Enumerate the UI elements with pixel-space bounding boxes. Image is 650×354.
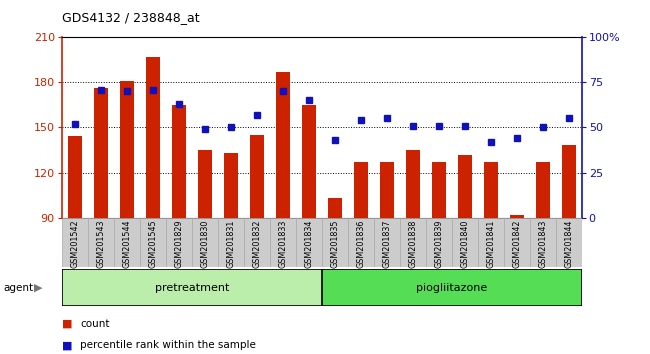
Bar	[348, 218, 374, 267]
Bar	[172, 105, 186, 353]
Bar	[120, 81, 134, 353]
Bar	[432, 162, 446, 353]
Bar	[166, 218, 192, 267]
Text: agent: agent	[3, 282, 33, 293]
Bar	[374, 218, 400, 267]
Text: GSM201841: GSM201841	[486, 220, 495, 268]
Text: ▶: ▶	[34, 282, 42, 293]
Text: GSM201837: GSM201837	[382, 220, 391, 268]
Bar	[62, 218, 88, 267]
Bar	[198, 150, 212, 353]
Text: GSM201829: GSM201829	[174, 220, 183, 268]
Bar	[68, 137, 82, 353]
Bar	[504, 218, 530, 267]
Text: count: count	[80, 319, 109, 329]
Text: GSM201844: GSM201844	[564, 220, 573, 268]
Bar	[270, 218, 296, 267]
Bar	[94, 88, 108, 353]
Text: GSM201545: GSM201545	[148, 220, 157, 268]
Bar	[328, 198, 342, 353]
Text: GSM201831: GSM201831	[226, 220, 235, 268]
Text: GSM201838: GSM201838	[408, 220, 417, 268]
Text: percentile rank within the sample: percentile rank within the sample	[80, 340, 256, 350]
Text: GSM201542: GSM201542	[70, 220, 79, 268]
Bar	[530, 218, 556, 267]
Text: piogliitazone: piogliitazone	[416, 282, 488, 293]
Bar	[276, 72, 290, 353]
Bar	[302, 105, 316, 353]
Bar	[192, 218, 218, 267]
Bar	[244, 218, 270, 267]
Bar	[458, 154, 472, 353]
Text: GSM201839: GSM201839	[434, 220, 443, 268]
Bar	[380, 162, 394, 353]
Bar	[88, 218, 114, 267]
Bar	[218, 218, 244, 267]
Bar	[62, 269, 322, 306]
Text: GSM201544: GSM201544	[122, 220, 131, 268]
Text: GSM201543: GSM201543	[96, 220, 105, 268]
Text: GSM201843: GSM201843	[538, 220, 547, 268]
Bar	[354, 162, 368, 353]
Text: GSM201836: GSM201836	[356, 220, 365, 268]
Text: GSM201832: GSM201832	[252, 220, 261, 268]
Text: GSM201834: GSM201834	[304, 220, 313, 268]
Bar	[322, 218, 348, 267]
Bar	[400, 218, 426, 267]
Text: GSM201840: GSM201840	[460, 220, 469, 268]
Bar	[406, 150, 420, 353]
Bar	[510, 215, 524, 353]
Bar	[426, 218, 452, 267]
Text: pretreatment: pretreatment	[155, 282, 229, 293]
Bar	[562, 145, 576, 353]
Text: ■: ■	[62, 319, 72, 329]
Bar	[140, 218, 166, 267]
Bar	[250, 135, 264, 353]
Bar	[556, 218, 582, 267]
Bar	[146, 57, 160, 353]
Text: ■: ■	[62, 340, 72, 350]
Bar	[484, 162, 498, 353]
Text: GSM201830: GSM201830	[200, 220, 209, 268]
Text: GSM201835: GSM201835	[330, 220, 339, 268]
Bar	[452, 218, 478, 267]
Bar	[478, 218, 504, 267]
Bar	[296, 218, 322, 267]
Text: GSM201833: GSM201833	[278, 220, 287, 268]
Bar	[322, 269, 582, 306]
Bar	[224, 153, 238, 353]
Text: GDS4132 / 238848_at: GDS4132 / 238848_at	[62, 11, 200, 24]
Bar	[536, 162, 550, 353]
Text: GSM201842: GSM201842	[512, 220, 521, 268]
Bar	[114, 218, 140, 267]
